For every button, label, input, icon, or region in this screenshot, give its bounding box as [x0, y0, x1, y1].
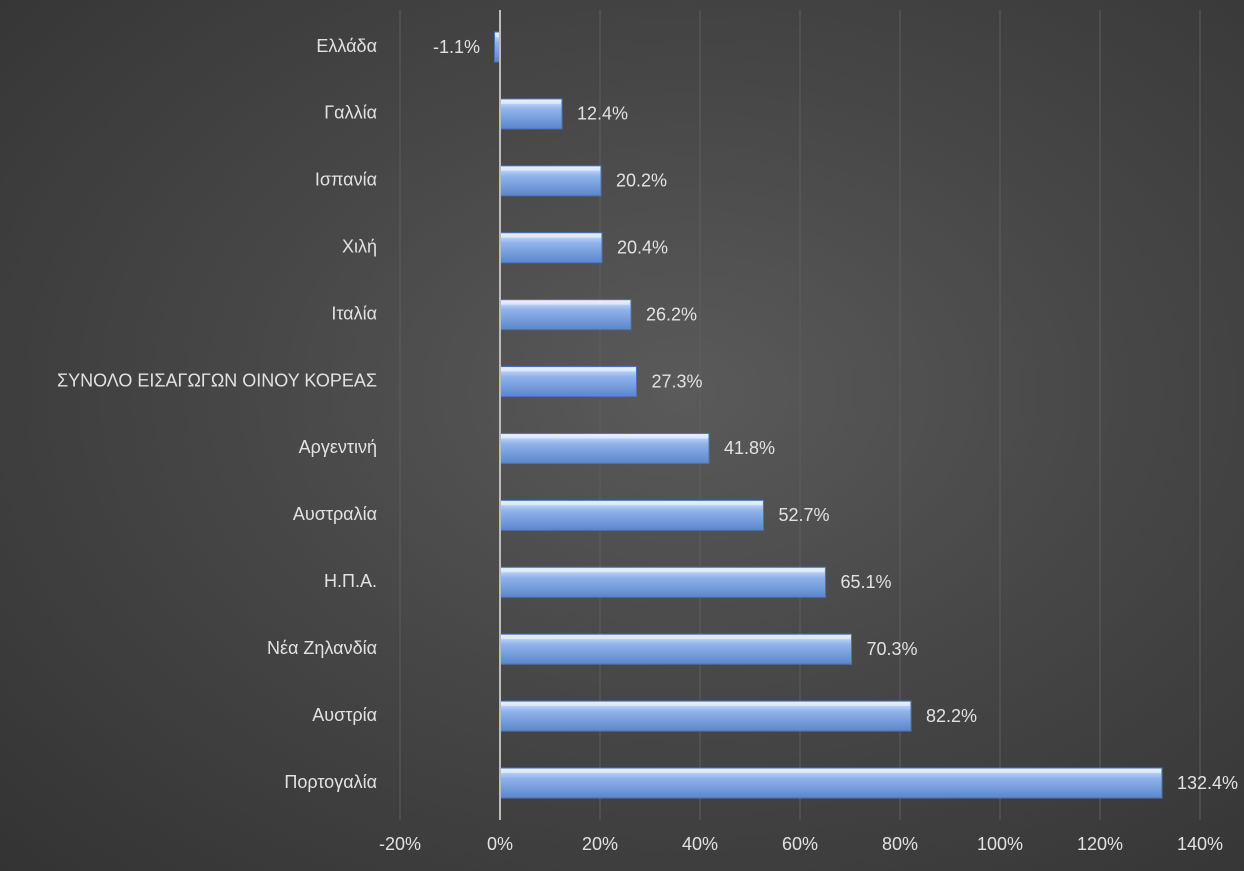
bar-highlight [501, 166, 600, 171]
data-labels: -1.1% 12.4% 20.2% 20.4% 26.2% 27.3% 41.8% 52.7%… [433, 37, 1238, 793]
data-label: 41.8% [724, 438, 775, 458]
category-label: Η.Π.Α. [324, 571, 377, 591]
x-tick-label: -20% [379, 834, 421, 854]
bar [499, 633, 852, 665]
bar-highlight [501, 702, 910, 707]
bar [499, 299, 632, 331]
gridlines [399, 10, 1201, 820]
data-label: 20.4% [617, 237, 668, 257]
category-label: ΣΥΝΟΛΟ ΕΙΣΑΓΩΓΩΝ ΟΙΝΟΥ ΚΟΡΕΑΣ [57, 370, 377, 390]
bar-body [499, 700, 912, 732]
x-tick-label: 120% [1077, 834, 1123, 854]
x-tick-label: 80% [882, 834, 918, 854]
category-label: Αυστρία [312, 705, 377, 725]
bar [499, 165, 602, 197]
bars [494, 31, 1163, 799]
data-label: 20.2% [616, 171, 667, 191]
bar-body [499, 633, 852, 665]
category-label: Αυστραλία [293, 504, 377, 524]
x-tick-label: 0% [487, 834, 513, 854]
category-label: Γαλλία [324, 103, 377, 123]
x-tick-label: 140% [1177, 834, 1223, 854]
category-label: Αργεντινή [299, 437, 377, 457]
category-label: Πορτογαλία [284, 772, 377, 792]
bar-body [499, 767, 1163, 799]
bar-highlight [501, 635, 851, 640]
bar-body [499, 98, 563, 130]
category-label: Νέα Ζηλανδία [267, 638, 377, 658]
category-labels: Ελλάδα Γαλλία Ισπανία Χιλή Ιταλία ΣΥΝΟΛΟ ΕΙΣΑ… [57, 36, 377, 792]
bar-highlight [501, 568, 825, 573]
data-label: 82.2% [926, 706, 977, 726]
bar [499, 432, 710, 464]
data-label: 27.3% [652, 371, 703, 391]
bar [499, 499, 764, 531]
bar-highlight [501, 300, 630, 305]
bar-highlight [495, 33, 499, 37]
bar-body [499, 499, 764, 531]
bar [499, 700, 912, 732]
data-label: 52.7% [779, 505, 830, 525]
bar-highlight [501, 367, 636, 372]
bar [499, 566, 826, 598]
bar-body [499, 566, 826, 598]
bar-highlight [501, 434, 708, 439]
data-label: -1.1% [433, 37, 480, 57]
data-label: 26.2% [646, 304, 697, 324]
bar [499, 366, 637, 398]
category-label: Χιλή [342, 236, 377, 256]
bar-highlight [501, 99, 561, 104]
x-tick-label: 20% [582, 834, 618, 854]
x-tick-label: 40% [682, 834, 718, 854]
category-label: Ισπανία [315, 170, 377, 190]
bar [499, 98, 563, 130]
bar [499, 767, 1163, 799]
bar-highlight [501, 233, 601, 238]
bar-highlight [501, 501, 763, 506]
data-label: 12.4% [577, 104, 628, 124]
bar-highlight [501, 769, 1161, 773]
bar [499, 232, 603, 264]
data-label: 132.4% [1177, 773, 1238, 793]
x-tick-label: 60% [782, 834, 818, 854]
x-tick-label: 100% [977, 834, 1023, 854]
category-label: Ιταλία [331, 303, 377, 323]
category-label: Ελλάδα [316, 36, 377, 56]
data-label: 70.3% [867, 639, 918, 659]
data-label: 65.1% [841, 572, 892, 592]
x-axis-tick-labels: -20% 0% 20% 40% 60% 80% 100% 120% 140% [379, 834, 1223, 854]
